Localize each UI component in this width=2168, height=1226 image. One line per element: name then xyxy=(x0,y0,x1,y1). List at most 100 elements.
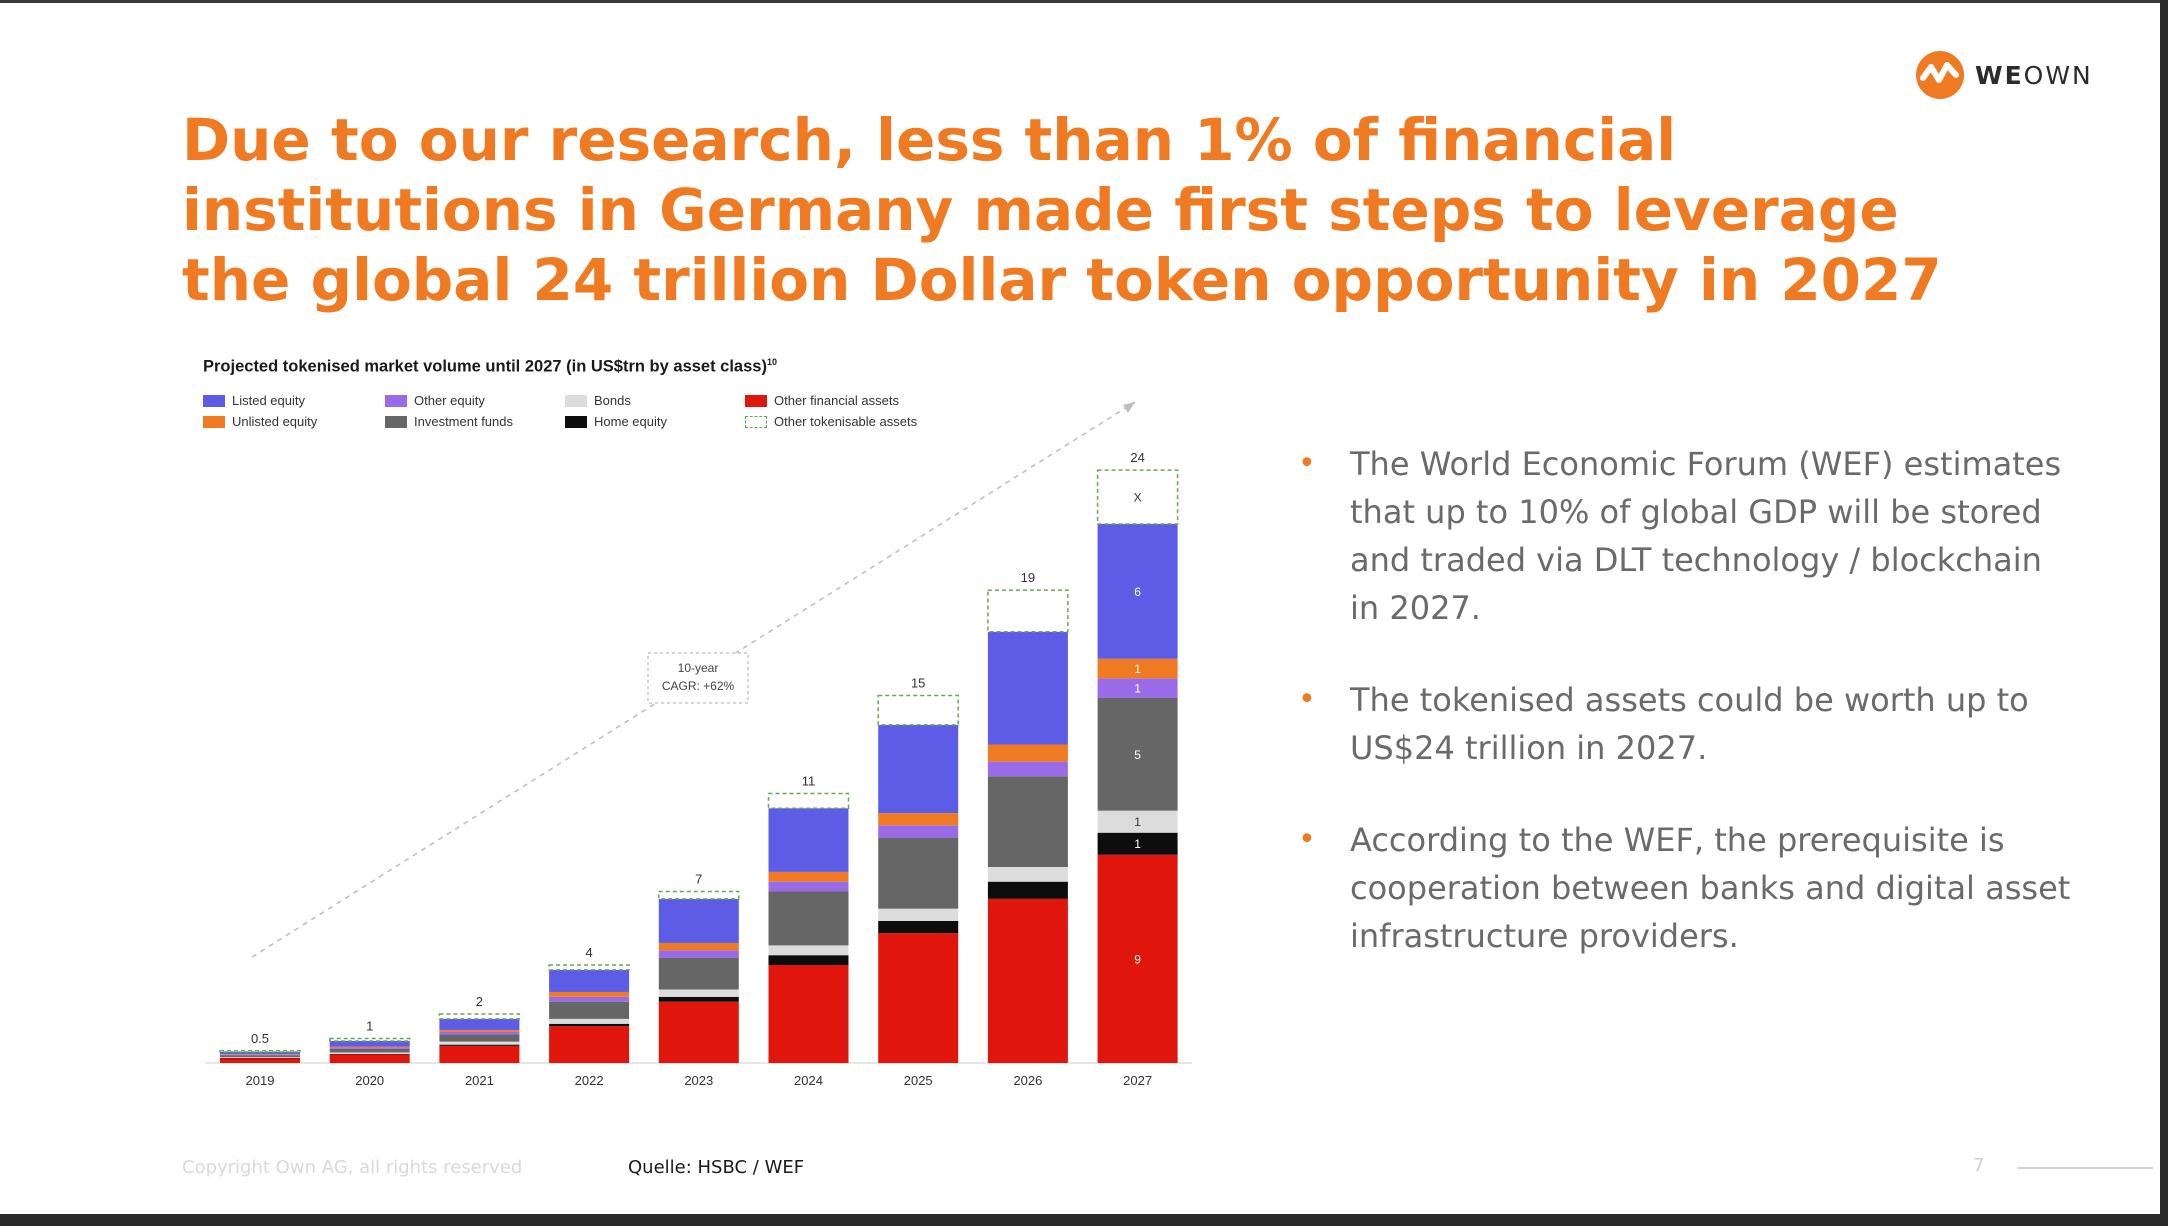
bar-segment-other-financial-assets-2025 xyxy=(878,933,959,1063)
bullet-list: • The World Economic Forum (WEF) estimate… xyxy=(1298,440,2078,1004)
bar-segment-other-financial-assets-2021 xyxy=(439,1045,520,1063)
window-top-border xyxy=(0,0,2168,3)
bar-segment-home-equity-2021 xyxy=(439,1044,520,1046)
chart-legend: Listed equity Other equity Bonds Other f… xyxy=(203,393,963,433)
bar-segment-bonds-2022 xyxy=(549,1018,630,1024)
bar-segment-other-financial-assets-2026 xyxy=(987,898,1068,1063)
bullet-marker: • xyxy=(1298,822,1316,857)
bar-total-label-2022: 4 xyxy=(585,945,592,960)
bar-segment-other-financial-assets-2020 xyxy=(329,1054,410,1063)
bar-segment-listed-equity-2020 xyxy=(329,1040,410,1047)
weown-logo-icon xyxy=(1916,51,1964,99)
legend-item-other-tokenisable-assets: Other tokenisable assets xyxy=(745,414,917,429)
segment-label-2027-home-equity: 1 xyxy=(1134,837,1141,851)
bar-segment-listed-equity-2021 xyxy=(439,1018,520,1030)
bar-segment-investment-funds-2027 xyxy=(1097,697,1178,811)
segment-label-2027-bonds: 1 xyxy=(1134,815,1141,829)
legend-item-other-equity: Other equity xyxy=(385,393,485,408)
bar-segment-other-equity-2019 xyxy=(220,1054,300,1056)
footer-rule xyxy=(2018,1167,2153,1169)
bar-segment-bonds-2019 xyxy=(220,1057,300,1058)
legend-item-unlisted-equity: Unlisted equity xyxy=(203,414,317,429)
bar-segment-unlisted-equity-2027 xyxy=(1097,658,1178,679)
bar-segment-investment-funds-2026 xyxy=(987,776,1068,867)
slide-headline: Due to our research, less than 1% of fin… xyxy=(182,106,1942,314)
bar-segment-bonds-2020 xyxy=(329,1052,410,1054)
bar-segment-other-tokenisable-assets-2020 xyxy=(328,1037,411,1042)
presentation-slide: WEOWN Due to our research, less than 1% … xyxy=(0,3,2160,1214)
bar-segment-unlisted-equity-2023 xyxy=(658,942,739,951)
bullet-marker: • xyxy=(1298,682,1316,717)
bar-segment-unlisted-equity-2025 xyxy=(878,813,959,826)
bar-segment-listed-equity-2024 xyxy=(768,808,849,872)
bar-total-label-2024: 11 xyxy=(802,774,816,789)
segment-label-2027-unlisted-equity: 1 xyxy=(1134,662,1141,676)
bar-total-label-2026: 19 xyxy=(1021,570,1035,585)
bar-segment-listed-equity-2025 xyxy=(878,724,959,814)
bar-segment-other-tokenisable-assets-2024 xyxy=(767,792,850,809)
bar-segment-home-equity-2024 xyxy=(768,955,849,965)
bar-segment-investment-funds-2021 xyxy=(439,1034,520,1042)
legend-swatch xyxy=(203,415,225,428)
bar-segment-other-equity-2020 xyxy=(329,1047,410,1049)
cagr-annotation-box xyxy=(647,652,749,704)
bar-segment-other-equity-2022 xyxy=(549,996,630,1002)
bullet-item: • The tokenised assets could be worth up … xyxy=(1298,676,2078,772)
bar-segment-other-financial-assets-2022 xyxy=(549,1026,630,1063)
bar-segment-other-equity-2021 xyxy=(439,1031,520,1035)
segment-label-2027-other-financial-assets: 9 xyxy=(1134,952,1141,966)
bar-segment-home-equity-2022 xyxy=(549,1023,630,1027)
bar-segment-bonds-2026 xyxy=(987,867,1068,882)
bar-segment-other-tokenisable-assets-2025 xyxy=(877,694,959,726)
bar-total-label-2025: 15 xyxy=(911,676,925,691)
bar-segment-home-equity-2027 xyxy=(1097,832,1178,855)
segment-label-2027-other-tokenisable-assets: X xyxy=(1134,491,1142,505)
chart-title-footnote: 10 xyxy=(766,357,777,367)
x-tick-label-2026: 2026 xyxy=(1013,1073,1042,1088)
chart-title: Projected tokenised market volume until … xyxy=(203,357,777,376)
bar-segment-investment-funds-2019 xyxy=(220,1055,300,1058)
bar-segment-home-equity-2020 xyxy=(329,1053,410,1055)
bar-total-label-2023: 7 xyxy=(695,872,702,887)
bar-segment-other-tokenisable-assets-2027 xyxy=(1096,469,1179,525)
legend-swatch xyxy=(745,415,767,428)
bar-total-label-2027: 24 xyxy=(1130,450,1144,465)
bar-segment-home-equity-2025 xyxy=(878,920,959,934)
legend-swatch xyxy=(565,415,587,428)
bullet-item: • According to the WEF, the prerequisite … xyxy=(1298,816,2078,960)
legend-swatch xyxy=(385,415,407,428)
bar-segment-other-tokenisable-assets-2026 xyxy=(987,589,1069,633)
x-tick-label-2019: 2019 xyxy=(246,1073,275,1088)
bullet-item: • The World Economic Forum (WEF) estimate… xyxy=(1298,440,2078,632)
legend-swatch xyxy=(385,394,407,407)
bar-segment-home-equity-2026 xyxy=(987,881,1068,899)
segment-label-2027-investment-funds: 5 xyxy=(1134,748,1141,762)
bar-segment-bonds-2021 xyxy=(439,1041,520,1045)
copyright-note: Copyright Own AG, all rights reserved xyxy=(182,1157,523,1178)
legend-swatch xyxy=(565,394,587,407)
bar-segment-other-equity-2023 xyxy=(658,950,739,958)
bar-segment-unlisted-equity-2026 xyxy=(987,744,1068,762)
bar-segment-other-equity-2026 xyxy=(987,761,1068,777)
source-note: Quelle: HSBC / WEF xyxy=(628,1157,805,1178)
legend-item-home-equity: Home equity xyxy=(565,414,667,429)
weown-logo: WEOWN xyxy=(1915,48,2093,102)
legend-swatch xyxy=(745,394,767,407)
bar-segment-other-tokenisable-assets-2022 xyxy=(548,964,630,971)
bar-segment-listed-equity-2023 xyxy=(658,898,739,943)
x-tick-label-2020: 2020 xyxy=(355,1073,384,1088)
x-tick-label-2021: 2021 xyxy=(465,1073,494,1088)
legend-swatch xyxy=(203,394,225,407)
bar-segment-home-equity-2023 xyxy=(658,996,739,1002)
bar-segment-other-equity-2025 xyxy=(878,825,959,838)
bar-segment-unlisted-equity-2022 xyxy=(549,991,630,997)
trend-arrowhead xyxy=(1123,402,1135,413)
cagr-annotation-line2: CAGR: +62% xyxy=(662,679,735,693)
bar-segment-home-equity-2019 xyxy=(220,1057,300,1059)
stacked-bar-chart: 10-year CAGR: +62% 0.5 2019 1 2020 2 2021 4 2022 7… xyxy=(205,401,1192,1088)
bar-segment-other-equity-2024 xyxy=(768,881,849,892)
page-number: 7 xyxy=(1973,1155,1985,1176)
legend-item-other-financial-assets: Other financial assets xyxy=(745,393,899,408)
bar-segment-unlisted-equity-2019 xyxy=(220,1054,300,1055)
cagr-annotation-line1: 10-year xyxy=(678,661,719,675)
